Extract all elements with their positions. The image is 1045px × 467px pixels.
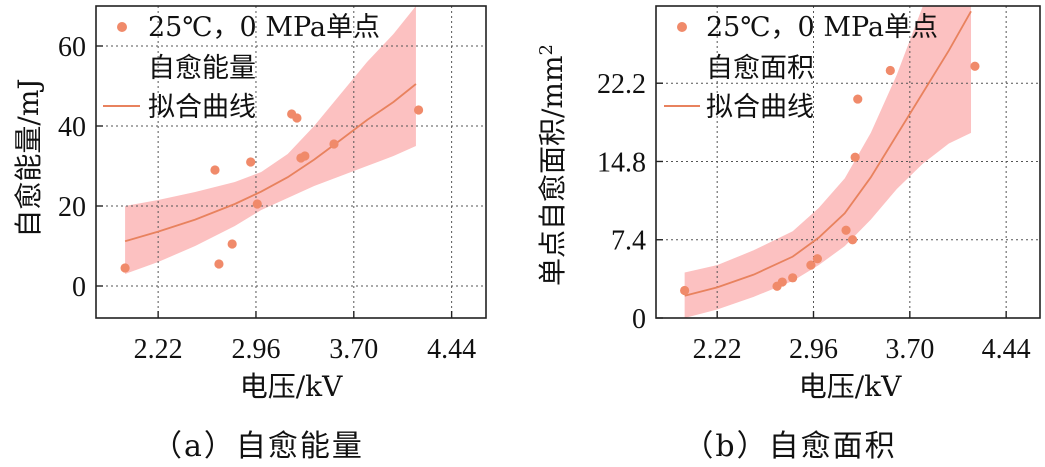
a-confidence-band-layer bbox=[125, 6, 416, 274]
a-y-tick-label: 0 bbox=[72, 272, 86, 303]
b-data-point bbox=[777, 277, 787, 287]
a-y-tick-label: 20 bbox=[58, 192, 86, 223]
b-y-axis-label-main: 单点自愈面积/mm bbox=[536, 55, 569, 286]
a-data-point bbox=[329, 139, 339, 149]
b-legend-marker-label: 25℃，0 MPa单点 bbox=[706, 12, 938, 43]
b-confidence-band bbox=[684, 6, 972, 318]
a-data-point bbox=[252, 199, 262, 209]
a-x-tick-label: 2.22 bbox=[134, 334, 183, 365]
a-caption: （a）自愈能量 bbox=[152, 429, 364, 464]
a-gridlines bbox=[96, 6, 486, 318]
b-x-tick-label: 4.44 bbox=[982, 334, 1031, 365]
a-y-axis-label: 自愈能量/mJ bbox=[12, 78, 45, 237]
a-x-axis-label: 电压/kV bbox=[240, 370, 343, 403]
b-x-tick-label: 3.70 bbox=[885, 334, 934, 365]
b-legend-marker-label-2: 自愈面积 bbox=[706, 53, 814, 84]
a-data-point bbox=[300, 151, 310, 161]
b-x-tick-label: 2.22 bbox=[693, 334, 742, 365]
b-fit-line-layer bbox=[684, 10, 972, 297]
b-y-tick-label: 0 bbox=[632, 304, 646, 335]
a-plot-frame bbox=[95, 5, 487, 319]
b-y-tick-label: 7.4 bbox=[611, 226, 646, 257]
a-data-point bbox=[210, 165, 220, 175]
a-x-tick-label: 2.96 bbox=[231, 334, 280, 365]
a-fit-line bbox=[124, 83, 417, 243]
a-x-tick-label: 4.44 bbox=[427, 334, 476, 365]
a-y-tick-label: 60 bbox=[58, 32, 86, 63]
b-data-points bbox=[680, 61, 980, 296]
b-data-point bbox=[885, 65, 895, 76]
a-x-tick-label: 3.70 bbox=[329, 334, 378, 365]
b-y-tick-label: 22.2 bbox=[597, 69, 646, 100]
b-legend-line-label: 拟合曲线 bbox=[706, 92, 814, 123]
b-legend-marker-icon bbox=[677, 22, 687, 32]
panel-a-self-healing-energy: 2.22 2.96 3.70 4.44 0 20 40 60 25℃，0 MPa单点 自愈能… bbox=[12, 5, 487, 464]
b-y-tick-label: 14.8 bbox=[597, 147, 646, 178]
b-caption: （b）自愈面积 bbox=[683, 429, 896, 464]
b-data-point bbox=[970, 61, 980, 71]
a-data-point bbox=[120, 263, 130, 273]
a-data-point bbox=[246, 157, 256, 167]
b-y-tick-labels: 0 7.4 14.8 22.2 bbox=[597, 69, 646, 335]
b-fit-line bbox=[684, 10, 972, 297]
b-data-point bbox=[680, 285, 690, 296]
b-confidence-band-layer bbox=[684, 6, 972, 318]
a-data-point bbox=[292, 113, 302, 123]
a-legend-marker-label-2: 自愈能量 bbox=[148, 53, 256, 84]
a-legend-line-label: 拟合曲线 bbox=[148, 92, 256, 123]
b-x-axis-label: 电压/kV bbox=[799, 370, 902, 403]
a-fit-line-layer bbox=[124, 83, 417, 243]
b-y-axis-label-superscript: 2 bbox=[536, 44, 557, 55]
a-y-tick-labels: 0 20 40 60 bbox=[58, 32, 86, 303]
a-legend-marker-label: 25℃，0 MPa单点 bbox=[148, 12, 380, 43]
a-confidence-band bbox=[125, 6, 416, 274]
a-data-point bbox=[413, 105, 424, 115]
b-data-point bbox=[850, 152, 860, 162]
b-x-tick-label: 2.96 bbox=[789, 334, 838, 365]
b-y-axis-label: 单点自愈面积/mm2 bbox=[536, 44, 569, 286]
a-data-point bbox=[227, 239, 237, 249]
a-legend-marker-icon bbox=[117, 22, 127, 32]
b-data-point bbox=[788, 273, 798, 283]
b-x-tick-labels: 2.22 2.96 3.70 4.44 bbox=[693, 334, 1031, 365]
b-data-point bbox=[841, 225, 851, 235]
b-plot-frame bbox=[655, 5, 1041, 319]
a-data-points bbox=[120, 105, 424, 273]
b-data-point bbox=[812, 254, 823, 264]
a-y-tick-label: 40 bbox=[58, 112, 86, 143]
b-data-point bbox=[847, 235, 858, 245]
panel-b-self-healing-area: 2.22 2.96 3.70 4.44 0 7.4 14.8 22.2 25℃，0 MPa单… bbox=[536, 5, 1041, 464]
b-data-point bbox=[853, 94, 863, 104]
a-x-tick-labels: 2.22 2.96 3.70 4.44 bbox=[134, 334, 476, 365]
b-data-point bbox=[806, 260, 816, 270]
a-data-point bbox=[214, 259, 224, 269]
